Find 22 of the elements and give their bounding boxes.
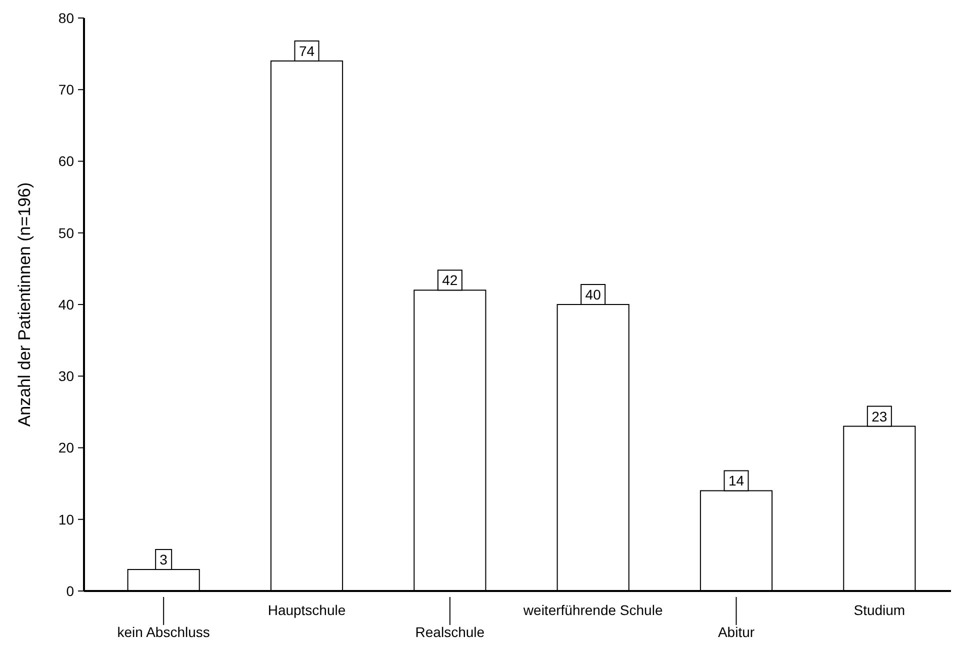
y-tick-label: 70 — [58, 82, 74, 98]
y-tick-label: 40 — [58, 296, 74, 312]
data-label: 74 — [298, 42, 315, 59]
x-tick-label: Hauptschule — [268, 602, 346, 618]
y-tick-label: 30 — [58, 368, 74, 384]
data-label: 23 — [872, 408, 888, 424]
data-label: 3 — [160, 552, 168, 568]
x-tick-label: weiterführende Schule — [522, 602, 663, 618]
data-label: 14 — [728, 472, 744, 489]
y-axis-title: Anzahl der Patientinnen (n=196) — [15, 182, 34, 427]
data-label: 40 — [585, 286, 602, 302]
y-tick-label: 10 — [58, 511, 74, 528]
x-tick-label: Realschule — [415, 624, 485, 640]
data-label: 42 — [442, 272, 458, 288]
y-tick-label: 0 — [66, 582, 74, 599]
y-tick-label: 50 — [58, 224, 74, 241]
y-tick-label: 80 — [58, 10, 74, 26]
x-tick-label: Studium — [854, 602, 906, 618]
y-tick-label: 60 — [58, 153, 74, 170]
y-tick-label: 20 — [58, 440, 74, 456]
x-tick-label: Abitur — [718, 624, 755, 640]
x-tick-label: kein Abschluss — [117, 624, 210, 640]
